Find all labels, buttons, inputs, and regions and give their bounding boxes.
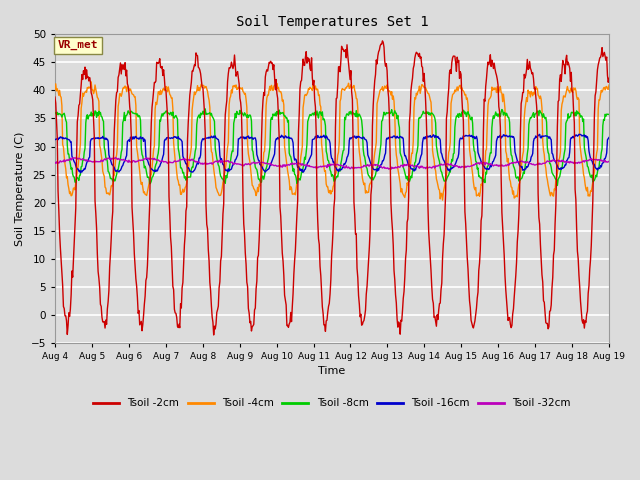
- Tsoil -8cm: [204, 111, 212, 117]
- Tsoil -2cm: [118, 62, 126, 68]
- Tsoil -16cm: [400, 149, 408, 155]
- Tsoil -4cm: [119, 86, 127, 92]
- Tsoil -4cm: [438, 197, 446, 203]
- Tsoil -2cm: [51, 94, 59, 100]
- Tsoil -16cm: [61, 135, 69, 141]
- Tsoil -32cm: [401, 163, 408, 168]
- Tsoil -32cm: [73, 155, 81, 160]
- Tsoil -4cm: [417, 91, 424, 96]
- Tsoil -16cm: [204, 135, 212, 141]
- Tsoil -4cm: [204, 94, 212, 99]
- Tsoil -8cm: [554, 182, 561, 188]
- Tsoil -8cm: [605, 111, 613, 117]
- Tsoil -32cm: [51, 160, 59, 166]
- Tsoil -32cm: [605, 158, 613, 164]
- Tsoil -16cm: [417, 156, 424, 162]
- Tsoil -8cm: [51, 110, 59, 116]
- Line: Tsoil -16cm: Tsoil -16cm: [55, 134, 609, 173]
- Tsoil -8cm: [417, 115, 424, 121]
- Tsoil -2cm: [210, 332, 218, 338]
- Text: VR_met: VR_met: [58, 40, 98, 50]
- Tsoil -8cm: [61, 114, 69, 120]
- Tsoil -2cm: [417, 54, 425, 60]
- Line: Tsoil -8cm: Tsoil -8cm: [55, 109, 609, 185]
- Tsoil -8cm: [202, 106, 209, 112]
- Tsoil -16cm: [77, 170, 84, 176]
- Tsoil -4cm: [175, 182, 183, 188]
- Tsoil -8cm: [175, 146, 182, 152]
- Tsoil -4cm: [605, 82, 613, 88]
- Line: Tsoil -4cm: Tsoil -4cm: [55, 82, 609, 200]
- Tsoil -16cm: [119, 163, 127, 168]
- Tsoil -2cm: [61, 313, 69, 319]
- Tsoil -2cm: [204, 226, 211, 232]
- Tsoil -16cm: [51, 137, 59, 143]
- Tsoil -8cm: [400, 167, 408, 172]
- Title: Soil Temperatures Set 1: Soil Temperatures Set 1: [236, 15, 428, 29]
- Tsoil -16cm: [605, 134, 613, 140]
- Tsoil -2cm: [605, 75, 613, 81]
- Tsoil -2cm: [401, 275, 408, 280]
- Tsoil -16cm: [575, 132, 583, 137]
- Tsoil -8cm: [118, 146, 126, 152]
- Tsoil -32cm: [119, 157, 127, 163]
- X-axis label: Time: Time: [318, 366, 346, 376]
- Tsoil -2cm: [175, 324, 182, 330]
- Tsoil -32cm: [387, 167, 395, 172]
- Tsoil -4cm: [51, 87, 59, 93]
- Tsoil -32cm: [417, 165, 425, 170]
- Tsoil -4cm: [61, 161, 69, 167]
- Line: Tsoil -2cm: Tsoil -2cm: [55, 41, 609, 335]
- Legend: Tsoil -2cm, Tsoil -4cm, Tsoil -8cm, Tsoil -16cm, Tsoil -32cm: Tsoil -2cm, Tsoil -4cm, Tsoil -8cm, Tsoi…: [89, 394, 575, 413]
- Tsoil -16cm: [175, 136, 183, 142]
- Tsoil -32cm: [204, 161, 212, 167]
- Y-axis label: Soil Temperature (C): Soil Temperature (C): [15, 132, 25, 246]
- Line: Tsoil -32cm: Tsoil -32cm: [55, 157, 609, 169]
- Tsoil -4cm: [400, 193, 408, 199]
- Tsoil -4cm: [87, 79, 95, 85]
- Tsoil -32cm: [175, 158, 183, 164]
- Tsoil -2cm: [379, 38, 387, 44]
- Tsoil -32cm: [61, 159, 69, 165]
